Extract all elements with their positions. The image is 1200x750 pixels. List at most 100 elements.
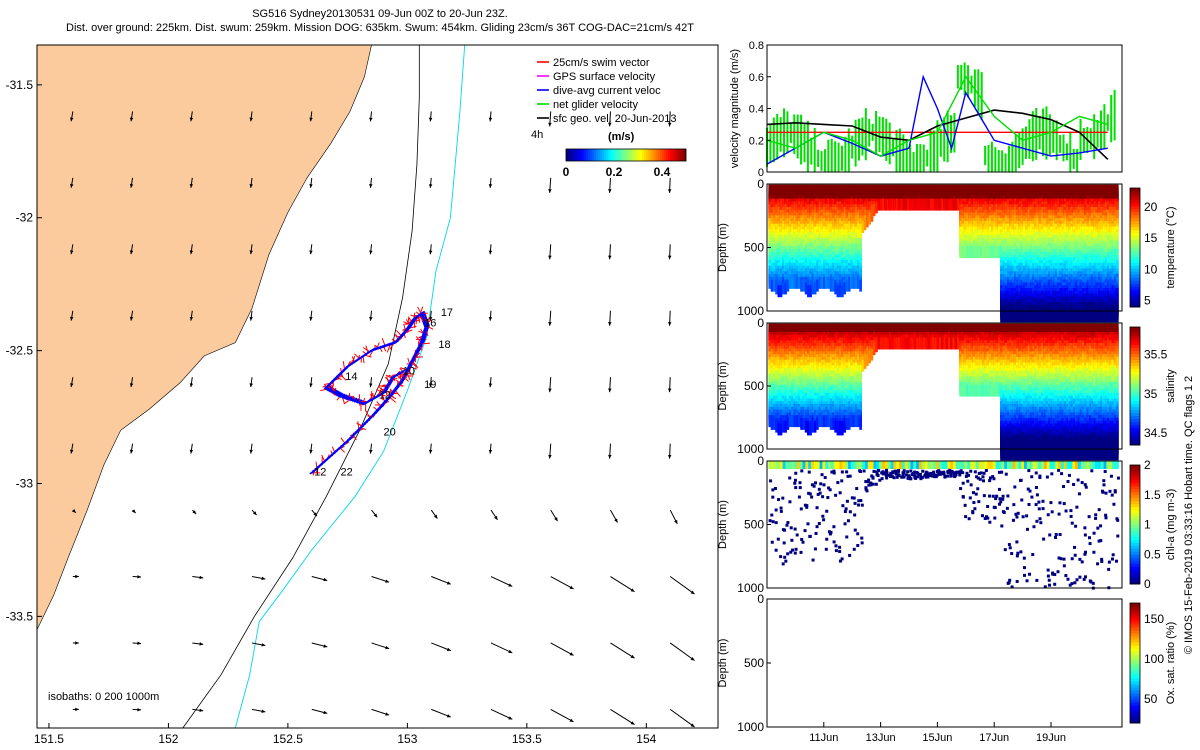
data-cell	[981, 246, 985, 259]
glider-track	[309, 306, 434, 476]
data-cell	[909, 198, 912, 211]
velocity-arrowhead	[488, 449, 493, 454]
velocity-arrow	[490, 576, 513, 587]
velocity-arrowhead	[428, 184, 433, 188]
data-cell	[1045, 310, 1049, 323]
colorbar-cell	[676, 149, 679, 161]
day-label: 12	[314, 467, 326, 479]
velocity-arrowhead	[75, 641, 79, 645]
velocity-arrowhead	[70, 250, 74, 255]
day-label: 14	[345, 371, 357, 383]
colorbar-cell	[568, 149, 571, 161]
data-cell	[1034, 310, 1037, 323]
colorbar-cell	[678, 149, 681, 161]
colorbar-cell	[644, 149, 647, 161]
velocity-arrowhead	[70, 183, 74, 188]
colorbar-cell	[660, 149, 663, 161]
velocity-arrowhead	[548, 189, 552, 193]
x-tick-label: 153.5	[512, 732, 542, 746]
data-cell	[820, 276, 824, 289]
velocity-arrowhead	[428, 117, 433, 122]
velocity-arrowhead	[249, 250, 253, 255]
colorbar-cell	[638, 149, 641, 161]
data-cell	[870, 209, 874, 222]
y-axis-label: velocity magnitude (m/s)	[729, 49, 741, 168]
map-frame	[36, 44, 719, 729]
data-cell	[954, 198, 958, 211]
velocity-arrowhead	[608, 255, 612, 260]
velocity-arrowhead	[488, 184, 493, 188]
swim-vector	[339, 447, 346, 453]
y-tick-label: -33	[16, 477, 34, 491]
chart-title-line2: Dist. over ground: 225km. Dist. swum: 25…	[66, 22, 694, 34]
data-cell	[986, 246, 990, 259]
velocity-arrow	[669, 576, 695, 595]
data-cell	[979, 246, 983, 259]
data-cell	[961, 246, 965, 259]
data-cell	[904, 198, 908, 211]
data-cell	[1072, 310, 1076, 323]
x-tick-label: 154	[636, 732, 656, 746]
colorbar-cell	[656, 149, 659, 161]
colorbar-cell	[596, 149, 599, 161]
data-cell	[938, 198, 942, 211]
velocity-arrowhead	[508, 649, 513, 653]
velocity-arrowhead	[569, 718, 574, 722]
track-line	[311, 311, 428, 474]
velocity-arrow	[550, 708, 574, 723]
velocity-arrowhead	[249, 383, 253, 388]
y-tick-label: -33.5	[6, 609, 34, 623]
velocity-arrowhead	[569, 652, 574, 656]
velocity-arrowhead	[192, 510, 197, 515]
data-cell	[918, 198, 921, 211]
y-tick-label: -32.5	[6, 344, 34, 358]
data-cell	[863, 218, 867, 231]
velocity-arrowhead	[309, 184, 313, 188]
swim-vector	[362, 356, 365, 364]
data-cell	[788, 276, 792, 289]
velocity-arrowhead	[446, 714, 451, 718]
colorbar-cell	[612, 149, 615, 161]
velocity-arrowhead	[667, 454, 672, 459]
velocity-arrowhead	[369, 383, 373, 388]
data-cell	[1079, 310, 1083, 323]
colorbar-cell	[666, 149, 669, 161]
velocity-arrowhead	[608, 454, 612, 459]
colorbar-cell	[622, 149, 625, 161]
y-tick-label: 0.8	[749, 40, 764, 52]
colorbar-cell	[652, 149, 655, 161]
swim-vector	[331, 446, 336, 453]
data-cell	[1084, 310, 1087, 323]
colorbar-cell	[586, 149, 589, 161]
velocity-arrowhead	[309, 250, 313, 255]
colorbar-title: (m/s)	[608, 131, 635, 143]
day-label: 19	[424, 379, 436, 391]
data-cell	[1041, 310, 1044, 323]
swim-vector	[411, 360, 418, 368]
data-cell	[927, 198, 931, 211]
y-tick-label: 0.2	[749, 135, 764, 147]
geostrophic-arrows	[70, 111, 695, 728]
velocity-arrowhead	[189, 383, 194, 388]
swim-vector	[389, 396, 396, 403]
velocity-arrow	[669, 708, 695, 728]
data-cell	[1002, 310, 1006, 323]
data-cell	[813, 282, 817, 295]
velocity-arrowhead	[71, 509, 76, 513]
data-cell	[795, 276, 799, 289]
data-cell	[829, 279, 833, 292]
data-cell	[1013, 310, 1017, 323]
velocity-arrowhead	[630, 721, 635, 725]
data-cell	[941, 198, 944, 211]
velocity-arrowhead	[373, 513, 378, 518]
velocity-arrowhead	[369, 250, 373, 255]
data-cell	[970, 246, 974, 259]
colorbar-cell	[576, 149, 579, 161]
data-cell	[993, 246, 996, 259]
data-cell	[1077, 310, 1081, 323]
swim-vector	[403, 323, 407, 332]
data-cell	[947, 198, 951, 211]
data-cell	[895, 198, 899, 211]
swim-vector	[411, 362, 419, 369]
